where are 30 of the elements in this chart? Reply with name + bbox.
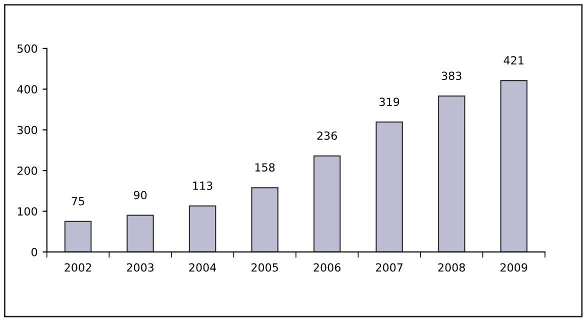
y-tick-label: 0 [32, 248, 38, 256]
data-label: 421 [504, 56, 524, 64]
data-label: 236 [317, 131, 337, 140]
x-tick-label: 2004 [189, 263, 216, 272]
data-label: 383 [442, 72, 462, 80]
bar [438, 96, 466, 252]
data-label: 75 [72, 197, 84, 206]
x-tick-label: 2007 [376, 263, 403, 272]
x-tick-label: 2009 [500, 263, 528, 272]
data-label: 319 [380, 98, 400, 106]
x-tick-label: 2008 [438, 263, 465, 272]
bar [188, 205, 216, 252]
y-tick-label: 500 [18, 44, 38, 53]
x-tick-label: 2006 [314, 263, 340, 272]
y-tick-label: 200 [17, 166, 38, 175]
y-tick-label: 300 [17, 126, 38, 134]
data-label: 158 [255, 163, 275, 172]
bar [64, 220, 92, 252]
data-label: 90 [134, 190, 147, 200]
x-tick-label: 2002 [64, 263, 92, 272]
x-tick-label: 2005 [251, 263, 278, 272]
data-label: 113 [193, 182, 212, 190]
bar [313, 155, 341, 252]
x-tick-label: 2003 [126, 263, 154, 272]
bar [376, 122, 403, 252]
y-tick-label: 100 [18, 207, 38, 216]
bar [251, 187, 278, 252]
bar [500, 80, 528, 252]
bar [126, 214, 154, 252]
y-tick-label: 400 [17, 85, 38, 94]
